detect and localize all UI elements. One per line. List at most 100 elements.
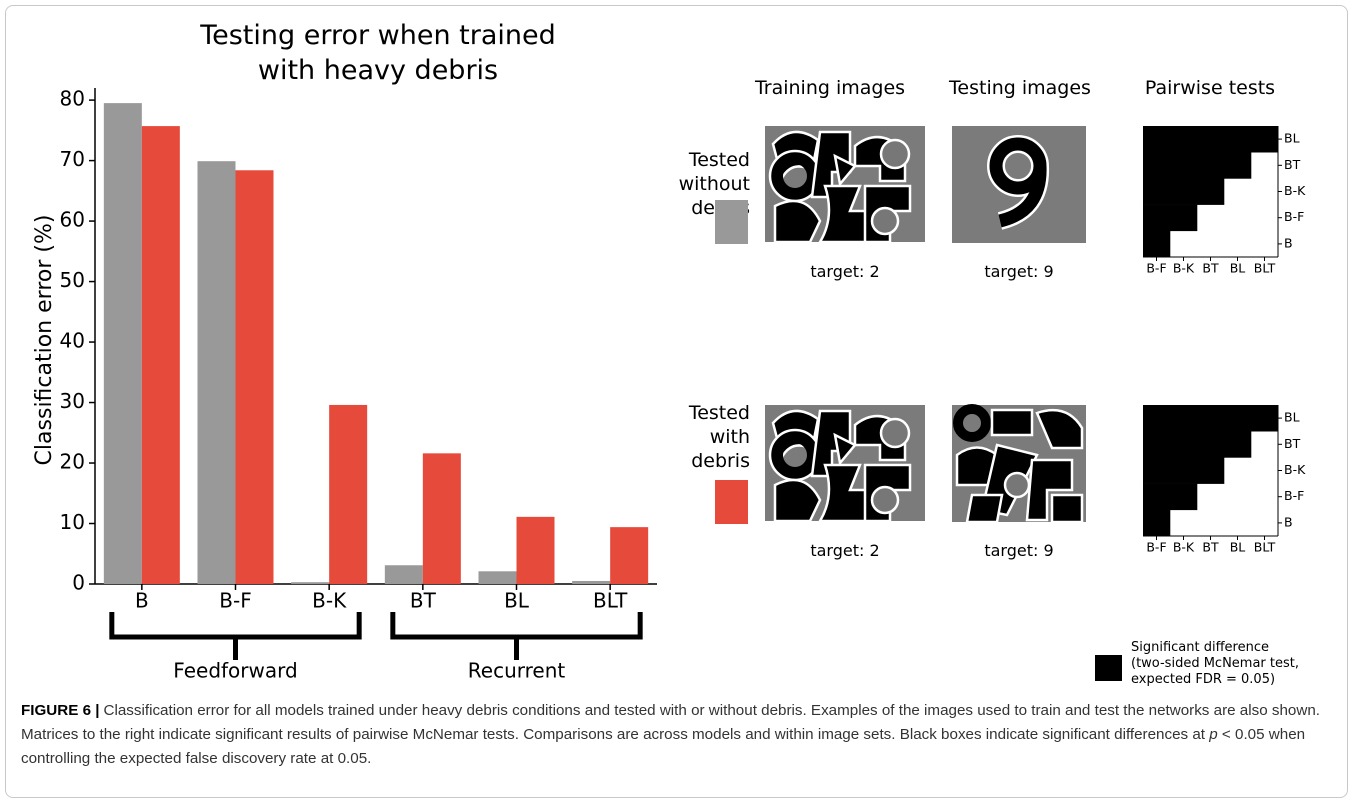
x-tick-label: BLT <box>593 589 628 613</box>
matrix-col-label: BLT <box>1254 261 1276 276</box>
bar <box>142 126 180 584</box>
matrix-cell <box>1143 152 1170 179</box>
matrix-cell <box>1251 431 1278 458</box>
matrix-row-label: BT <box>1284 436 1301 451</box>
matrix-col-label: BT <box>1202 261 1219 276</box>
matrix-row-label: BL <box>1284 131 1300 146</box>
column-header: Testing images <box>925 77 1115 99</box>
matrix-cell <box>1197 231 1224 257</box>
matrix-cell <box>1143 405 1170 432</box>
x-tick-label: BL <box>504 589 530 613</box>
matrix-cell <box>1170 484 1197 511</box>
matrix-col-label: B-K <box>1173 261 1195 276</box>
matrix-col-label: BLT <box>1254 540 1276 555</box>
matrix-cell <box>1170 431 1197 458</box>
bar <box>329 405 367 584</box>
matrix-cell <box>1143 510 1170 537</box>
target-label: target: 2 <box>765 541 925 560</box>
target-label: target: 9 <box>939 262 1099 281</box>
matrix-cell <box>1224 484 1251 511</box>
matrix-cell <box>1251 484 1278 511</box>
x-tick-label: BT <box>410 589 437 613</box>
chart-title: Testing error when trained with heavy de… <box>168 18 588 88</box>
bar <box>198 161 236 584</box>
matrix-cell <box>1170 231 1197 257</box>
bar <box>291 582 329 584</box>
matrix-cell <box>1143 457 1170 484</box>
y-axis-label: Classification error (%) <box>32 215 57 466</box>
matrix-cell <box>1197 457 1224 484</box>
matrix-cell <box>1251 205 1278 232</box>
matrix-cell <box>1143 205 1170 232</box>
matrix-cell <box>1143 178 1170 205</box>
matrix-col-label: B-F <box>1146 540 1166 555</box>
y-tick-label: 20 <box>60 450 85 474</box>
matrix-cell <box>1224 431 1251 458</box>
y-tick-label: 50 <box>60 268 85 292</box>
bar <box>479 571 517 584</box>
y-tick-label: 10 <box>60 510 85 534</box>
y-tick-label: 70 <box>60 147 85 171</box>
matrix-cell <box>1224 126 1251 153</box>
matrix-cell <box>1224 405 1251 432</box>
legend-swatch <box>715 480 748 524</box>
matrix-cell <box>1170 405 1197 432</box>
matrix-row-label: BT <box>1284 157 1301 172</box>
matrix-col-label: BT <box>1202 540 1219 555</box>
matrix-row-label: BL <box>1284 410 1300 425</box>
matrix-cell <box>1170 457 1197 484</box>
matrix-cell <box>1251 457 1278 484</box>
matrix-cell <box>1224 178 1251 205</box>
bar <box>517 517 555 584</box>
matrix-col-label: BL <box>1230 540 1246 555</box>
matrix-row-label: B <box>1284 235 1293 250</box>
matrix-cell <box>1197 152 1224 179</box>
matrix-cell <box>1251 510 1278 537</box>
bar <box>104 103 142 584</box>
matrix-cell <box>1224 231 1251 257</box>
caption: FIGURE 6 |Classification error for all m… <box>21 699 1339 771</box>
significance-legend: Significant difference (two-sided McNema… <box>1131 640 1299 688</box>
matrix-col-label: B-K <box>1173 540 1195 555</box>
y-tick-label: 0 <box>72 571 85 595</box>
matrix-cell <box>1143 126 1170 153</box>
matrix-cell <box>1197 510 1224 537</box>
x-tick-label: B-K <box>312 589 347 613</box>
matrix-cell <box>1197 126 1224 153</box>
matrix-cell <box>1251 178 1278 205</box>
bar <box>572 581 610 584</box>
matrix-cell <box>1197 405 1224 432</box>
matrix-col-label: BL <box>1230 261 1246 276</box>
y-tick-label: 60 <box>60 208 85 232</box>
matrix-cell <box>1197 431 1224 458</box>
group-bracket <box>112 612 359 660</box>
matrix-cell <box>1197 484 1224 511</box>
column-header: Pairwise tests <box>1115 77 1305 99</box>
matrix-cell <box>1251 126 1278 153</box>
caption-text: p <box>1209 726 1217 743</box>
bar <box>236 170 274 584</box>
matrix-cell <box>1170 152 1197 179</box>
x-tick-label: B-F <box>219 589 251 613</box>
group-bracket <box>393 612 640 660</box>
matrix-cell <box>1143 484 1170 511</box>
matrix-cell <box>1251 152 1278 179</box>
x-tick-label: B <box>135 589 149 613</box>
matrix-row-label: B-F <box>1284 488 1304 503</box>
y-tick-label: 40 <box>60 329 85 353</box>
matrix-row-label: B-K <box>1284 183 1306 198</box>
group-label: Feedforward <box>173 659 297 683</box>
column-header: Training images <box>735 77 925 99</box>
matrix-cell <box>1170 178 1197 205</box>
legend-swatch <box>715 200 748 244</box>
target-label: target: 2 <box>765 262 925 281</box>
matrix-cell <box>1251 405 1278 432</box>
matrix-col-label: B-F <box>1146 261 1166 276</box>
matrix-cell <box>1224 457 1251 484</box>
group-label: Recurrent <box>468 659 566 683</box>
chart: Classification error (%) 010203040506070… <box>0 0 690 695</box>
matrix-cell <box>1224 152 1251 179</box>
matrix-cell <box>1224 510 1251 537</box>
page: Classification error (%) 010203040506070… <box>0 0 1357 808</box>
